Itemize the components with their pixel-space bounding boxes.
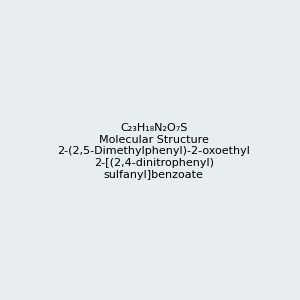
Text: C₂₃H₁₈N₂O₇S
Molecular Structure
2-(2,5-Dimethylphenyl)-2-oxoethyl
2-[(2,4-dinitr: C₂₃H₁₈N₂O₇S Molecular Structure 2-(2,5-D… <box>57 123 250 180</box>
